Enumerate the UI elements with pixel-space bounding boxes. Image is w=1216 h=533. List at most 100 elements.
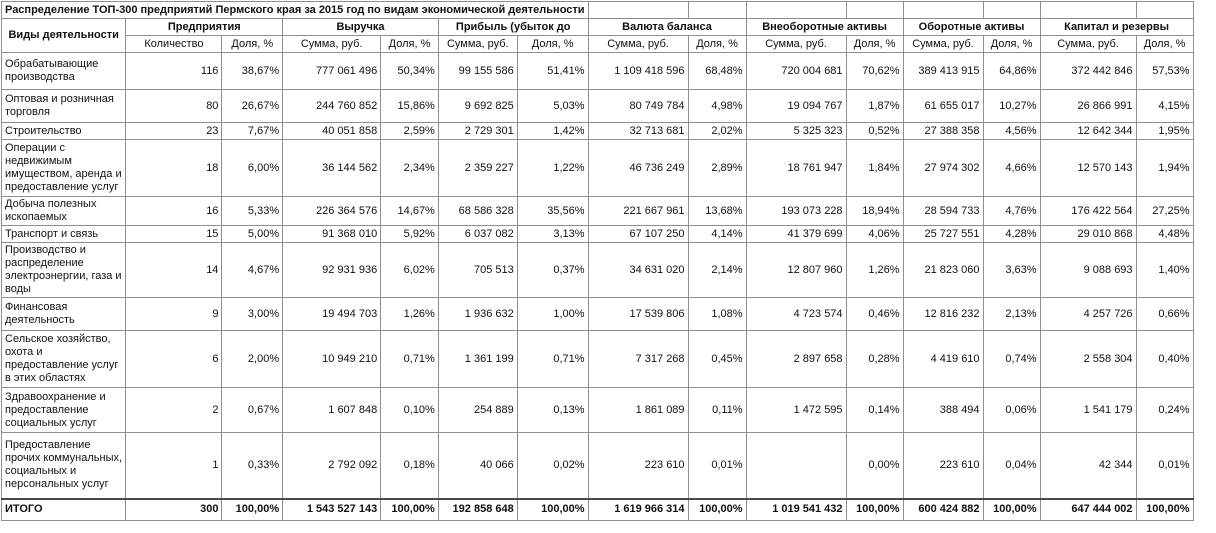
value-cell: 6	[125, 330, 223, 388]
share-cell: 4,06%	[845, 225, 904, 243]
share-cell: 0,00%	[845, 432, 904, 499]
share-cell: 7,67%	[221, 122, 284, 140]
table-row: Обрабатывающие производства 116 38,67% 777 …	[0, 52, 1194, 90]
share-cell: 4,28%	[982, 225, 1041, 243]
value-cell: 99 155 586	[437, 52, 518, 90]
share-cell: 2,00%	[221, 330, 284, 388]
title-filler-cell	[587, 1, 689, 19]
value-cell: 40 066	[437, 432, 518, 499]
share-cell: 100,00%	[845, 497, 904, 521]
activity-cell: Производство и распределение электроэнер…	[0, 242, 127, 298]
value-cell: 61 655 017	[902, 89, 984, 123]
title-filler-cell	[902, 1, 984, 19]
share-cell: 0,67%	[221, 387, 284, 433]
value-cell: 10 949 210	[282, 330, 382, 388]
report-sheet: Распределение ТОП-300 предприятий Пермск…	[0, 1, 1194, 521]
group-header-capital: Капитал и резервы	[1039, 18, 1194, 36]
value-cell: 67 107 250	[587, 225, 689, 243]
share-cell: 0,04%	[982, 432, 1041, 499]
group-header-profit: Прибыль (убыток до	[437, 18, 589, 36]
group-header-current-assets: Оборотные активы	[902, 18, 1041, 36]
value-cell: 192 858 648	[437, 497, 518, 521]
activity-cell: Транспорт и связь	[0, 225, 127, 243]
value-cell	[745, 432, 847, 499]
subheader-sum: Сумма, руб.	[902, 35, 984, 53]
value-cell: 1 861 089	[587, 387, 689, 433]
share-cell: 4,66%	[982, 139, 1041, 197]
share-cell: 4,48%	[1135, 225, 1194, 243]
value-cell: 388 494	[902, 387, 984, 433]
value-cell: 223 610	[587, 432, 689, 499]
value-cell: 34 631 020	[587, 242, 689, 298]
share-cell: 4,98%	[687, 89, 747, 123]
value-cell: 2 558 304	[1039, 330, 1137, 388]
table-row: Строительство 23 7,67% 40 051 858 2,59% 2 729…	[0, 122, 1194, 140]
value-cell: 12 807 960	[745, 242, 847, 298]
value-cell: 80	[125, 89, 223, 123]
share-cell: 2,34%	[380, 139, 439, 197]
value-cell: 18	[125, 139, 223, 197]
value-cell: 28 594 733	[902, 196, 984, 226]
share-cell: 100,00%	[221, 497, 284, 521]
value-cell: 1 541 179	[1039, 387, 1137, 433]
value-cell: 7 317 268	[587, 330, 689, 388]
share-cell: 2,59%	[380, 122, 439, 140]
share-cell: 0,45%	[687, 330, 747, 388]
value-cell: 389 413 915	[902, 52, 984, 90]
share-cell: 1,22%	[516, 139, 589, 197]
value-cell: 91 368 010	[282, 225, 382, 243]
share-cell: 51,41%	[516, 52, 589, 90]
value-cell: 1 543 527 143	[282, 497, 382, 521]
share-cell: 4,67%	[221, 242, 284, 298]
group-header-enterprises: Предприятия	[125, 18, 284, 36]
value-cell: 193 073 228	[745, 196, 847, 226]
share-cell: 0,01%	[1135, 432, 1194, 499]
value-cell: 1	[125, 432, 223, 499]
share-cell: 1,95%	[1135, 122, 1194, 140]
value-cell: 2 792 092	[282, 432, 382, 499]
group-header-noncurrent-assets: Внеоборотные активы	[745, 18, 904, 36]
subheader-sum: Сумма, руб.	[1039, 35, 1137, 53]
table-row: Транспорт и связь 15 5,00% 91 368 010 5,92% 6…	[0, 225, 1194, 243]
share-cell: 4,56%	[982, 122, 1041, 140]
share-cell: 3,13%	[516, 225, 589, 243]
value-cell: 26 866 991	[1039, 89, 1137, 123]
share-cell: 3,63%	[982, 242, 1041, 298]
value-cell: 15	[125, 225, 223, 243]
share-cell: 1,08%	[687, 297, 747, 331]
value-cell: 19 494 703	[282, 297, 382, 331]
value-cell: 92 931 936	[282, 242, 382, 298]
value-cell: 4 257 726	[1039, 297, 1137, 331]
share-cell: 0,10%	[380, 387, 439, 433]
activity-cell: Строительство	[0, 122, 127, 140]
table-title: Распределение ТОП-300 предприятий Пермск…	[1, 1, 589, 19]
header-group-row: Виды деятельности Предприятия Выручка Пр…	[0, 18, 1194, 53]
share-cell: 5,00%	[221, 225, 284, 243]
value-cell: 705 513	[437, 242, 518, 298]
share-cell: 2,13%	[982, 297, 1041, 331]
share-cell: 1,87%	[845, 89, 904, 123]
table-row: Операции с недвижимым имуществом, аренда…	[0, 139, 1194, 197]
total-row: ИТОГО 300 100,00% 1 543 527 143 100,00% 192 8…	[0, 497, 1194, 521]
value-cell: 9 692 825	[437, 89, 518, 123]
value-cell: 1 361 199	[437, 330, 518, 388]
value-cell: 46 736 249	[587, 139, 689, 197]
value-cell: 9 088 693	[1039, 242, 1137, 298]
subheader-share: Доля, %	[687, 35, 747, 53]
share-cell: 0,71%	[380, 330, 439, 388]
value-cell: 68 586 328	[437, 196, 518, 226]
value-cell: 80 749 784	[587, 89, 689, 123]
value-cell: 226 364 576	[282, 196, 382, 226]
value-cell: 17 539 806	[587, 297, 689, 331]
value-cell: 372 442 846	[1039, 52, 1137, 90]
value-cell: 36 144 562	[282, 139, 382, 197]
table-body: Обрабатывающие производства 116 38,67% 777 …	[0, 52, 1194, 521]
title-filler-cell	[1039, 1, 1137, 19]
value-cell: 2 729 301	[437, 122, 518, 140]
activity-cell: Здравоохранение и предоставление социаль…	[0, 387, 127, 433]
subheader-sum: Сумма, руб.	[587, 35, 689, 53]
value-cell: 1 109 418 596	[587, 52, 689, 90]
title-filler-cell	[982, 1, 1041, 19]
share-cell: 2,02%	[687, 122, 747, 140]
share-cell: 68,48%	[687, 52, 747, 90]
